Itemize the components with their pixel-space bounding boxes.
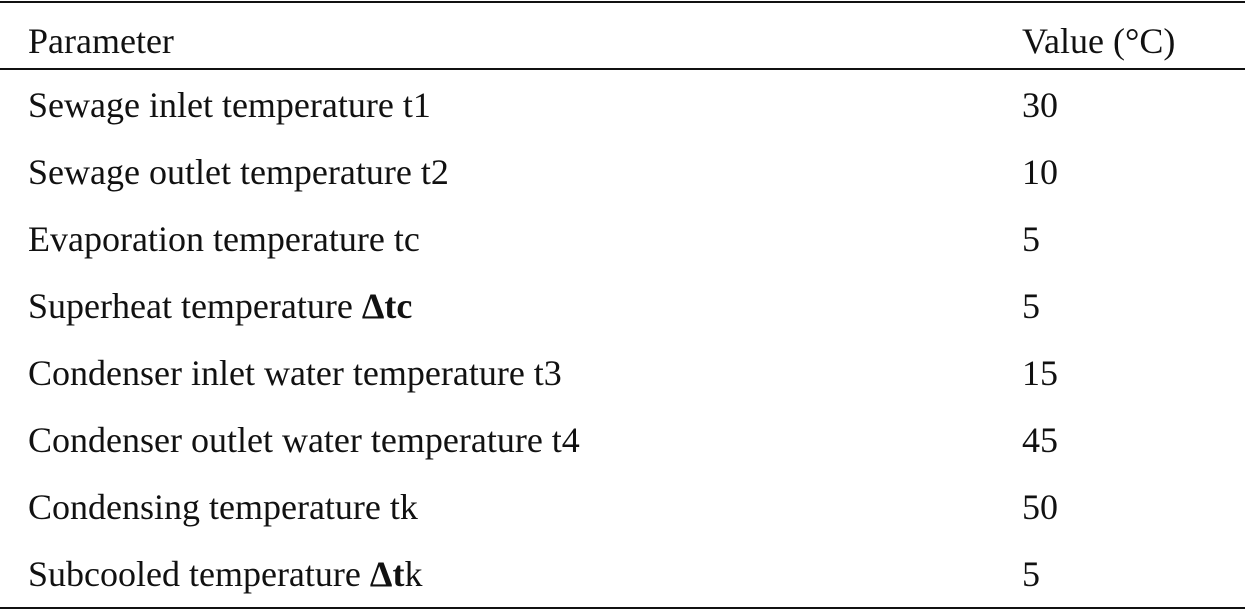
header-rule xyxy=(0,68,1245,70)
parameter-cell: Evaporation temperature tc xyxy=(28,206,420,273)
text-run: Condenser inlet water temperature t3 xyxy=(28,353,562,393)
parameter-cell: Sewage outlet temperature t2 xyxy=(28,139,449,206)
value-cell: 30 xyxy=(1022,85,1058,125)
bottom-rule xyxy=(0,607,1245,609)
text-run: Sewage inlet temperature t1 xyxy=(28,85,431,125)
text-run: Δt xyxy=(369,554,405,594)
value-cell: 45 xyxy=(1022,420,1058,460)
parameter-cell: Condenser inlet water temperature t3 xyxy=(28,340,562,407)
text-run: Condenser outlet water temperature t4 xyxy=(28,420,580,460)
text-run: Sewage outlet temperature t2 xyxy=(28,152,449,192)
value-cell: 5 xyxy=(1022,554,1040,594)
parameter-cell: Sewage inlet temperature t1 xyxy=(28,72,431,139)
parameter-cell: Condensing temperature tk xyxy=(28,474,418,541)
value-cell: 15 xyxy=(1022,353,1058,393)
parameter-cell: Condenser outlet water temperature t4 xyxy=(28,407,580,474)
header-cell: Value (°C) xyxy=(1022,21,1176,61)
parameter-cell: Superheat temperature Δtc xyxy=(28,273,412,340)
text-run: Subcooled temperature xyxy=(28,554,370,594)
header-cell: Parameter xyxy=(28,21,174,61)
text-run: k xyxy=(404,554,423,594)
text-run: Evaporation temperature tc xyxy=(28,219,420,259)
parameter-cell: Subcooled temperature Δtk xyxy=(28,541,422,608)
value-cell: 10 xyxy=(1022,152,1058,192)
top-rule xyxy=(0,1,1245,3)
text-run: Δtc xyxy=(361,286,413,326)
value-cell: 5 xyxy=(1022,219,1040,259)
value-cell: 5 xyxy=(1022,286,1040,326)
value-cell: 50 xyxy=(1022,487,1058,527)
text-run: Superheat temperature xyxy=(28,286,362,326)
text-run: Condensing temperature tk xyxy=(28,487,418,527)
